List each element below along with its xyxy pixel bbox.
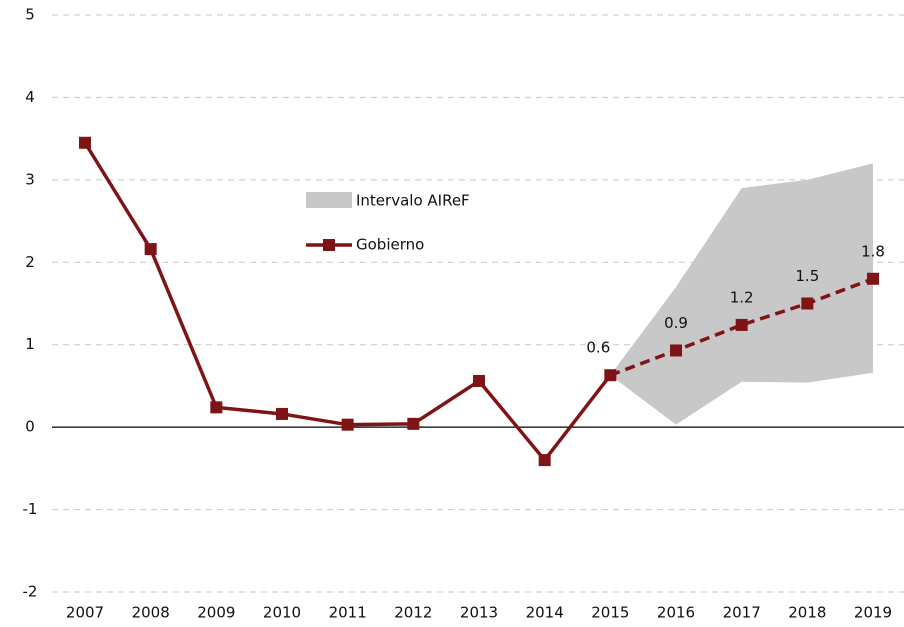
legend-label: Intervalo AIReF (356, 192, 470, 210)
marker (210, 401, 223, 414)
legend-marker (323, 239, 335, 251)
y-tick-label: 4 (25, 88, 35, 106)
x-tick-label: 2014 (526, 604, 564, 622)
x-tick-label: 2012 (394, 604, 432, 622)
marker (604, 369, 617, 382)
marker (473, 374, 485, 387)
marker (79, 136, 91, 149)
value-label: 1.8 (861, 242, 885, 260)
legend-label: Gobierno (356, 236, 424, 254)
band-area (610, 163, 873, 425)
value-label: 0.6 (586, 339, 610, 357)
y-tick-label: 1 (25, 335, 35, 353)
x-tick-label: 2015 (591, 604, 629, 622)
x-tick-label: 2018 (788, 604, 826, 622)
x-tick-label: 2009 (197, 604, 235, 622)
x-tick-label: 2010 (263, 604, 301, 622)
y-tick-label: -1 (23, 500, 38, 518)
marker (407, 417, 420, 430)
y-tick-label: 2 (25, 253, 35, 271)
x-tick-label: 2008 (132, 604, 170, 622)
marker (144, 243, 157, 256)
x-tick-label: 2017 (723, 604, 761, 622)
x-tick-label: 2016 (657, 604, 695, 622)
marker (801, 297, 814, 310)
marker (341, 418, 354, 431)
x-tick-label: 2011 (329, 604, 367, 622)
marker (735, 318, 748, 331)
x-tick-label: 2007 (66, 604, 104, 622)
value-label: 1.5 (795, 267, 819, 285)
y-tick-label: -2 (23, 583, 38, 601)
y-tick-label: 3 (25, 170, 35, 188)
marker (670, 344, 682, 357)
value-label: 0.9 (664, 314, 688, 332)
value-label: 1.2 (730, 288, 754, 306)
x-tick-label: 2013 (460, 604, 498, 622)
marker (538, 454, 551, 467)
marker (867, 272, 879, 285)
y-tick-label: 5 (25, 6, 35, 24)
x-tick-label: 2019 (854, 604, 892, 622)
legend-swatch (306, 192, 352, 208)
y-tick-label: 0 (25, 418, 35, 436)
line-solid (83, 141, 612, 462)
marker (276, 407, 288, 420)
line-dashed (609, 277, 874, 377)
